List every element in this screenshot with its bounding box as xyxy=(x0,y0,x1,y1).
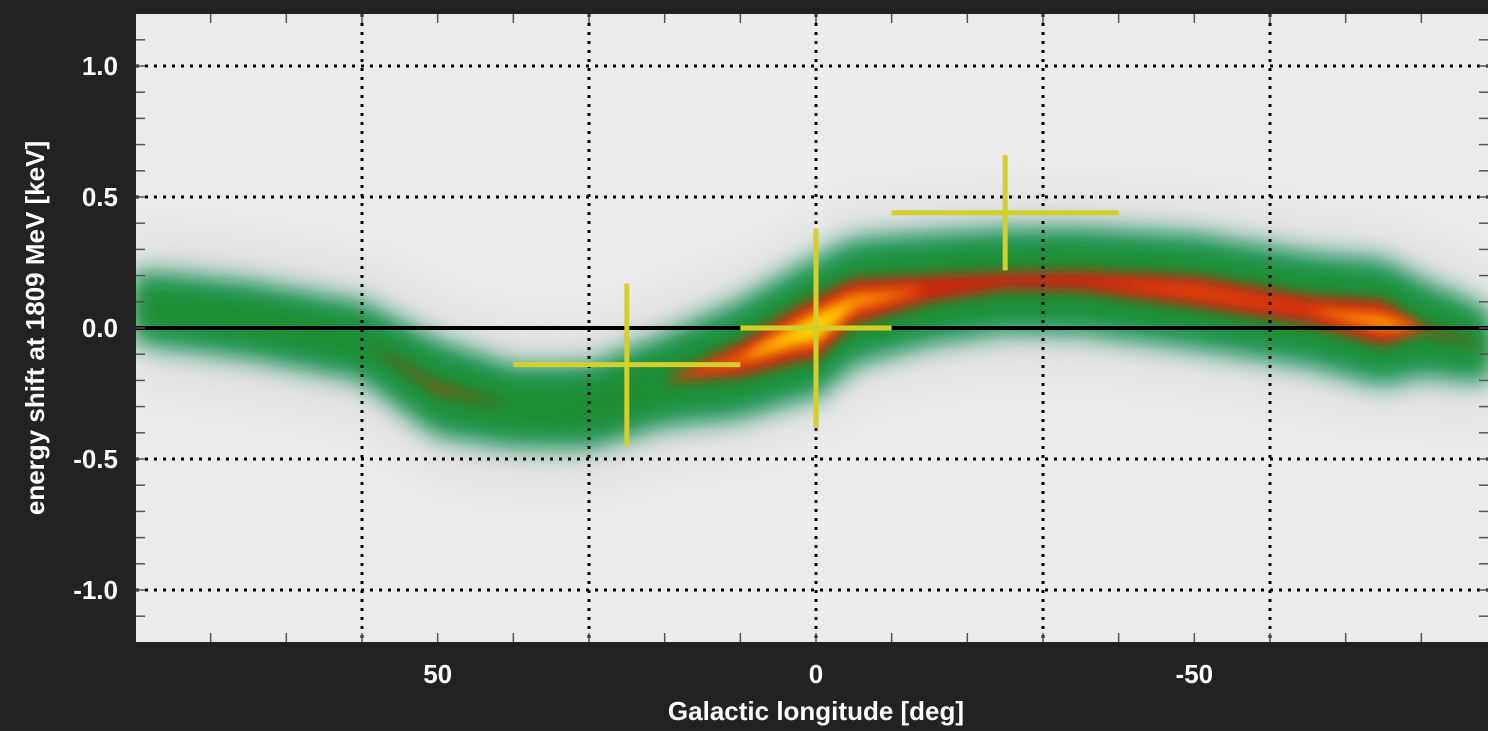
heat-segment xyxy=(248,293,362,369)
x-axis-title: Galactic longitude [deg] xyxy=(668,696,964,726)
heat-segment xyxy=(362,341,438,392)
heat-segment xyxy=(853,288,930,312)
heat-segment xyxy=(1194,289,1308,311)
y-tick-label: 0.5 xyxy=(82,182,118,212)
dotted-grid xyxy=(136,14,1488,642)
heat-segment xyxy=(1080,271,1195,307)
x-tick-label: 0 xyxy=(809,659,823,689)
heat-segment xyxy=(513,377,589,436)
heat-segment xyxy=(1421,325,1488,347)
heat-segment xyxy=(853,288,930,303)
heat-segment xyxy=(437,385,514,407)
heat-segment xyxy=(664,355,741,381)
heat-segment xyxy=(929,272,1006,302)
x-tick-label: -50 xyxy=(1176,659,1214,689)
axis-ticks xyxy=(136,14,1488,642)
y-tick-label: 1.0 xyxy=(82,51,118,81)
heat-segment xyxy=(1421,293,1488,372)
error-cross xyxy=(891,155,1119,271)
heat-segment xyxy=(1080,280,1195,294)
error-cross xyxy=(513,283,741,446)
y-tick-label: 0.0 xyxy=(82,313,118,343)
x-tick-label: 50 xyxy=(423,659,452,689)
heat-segment xyxy=(1005,271,1081,291)
plot-area xyxy=(136,14,1488,642)
heat-segment xyxy=(1307,309,1384,324)
heat-segment xyxy=(362,314,438,424)
y-tick-labels: 1.0 0.5 0.0 -0.5 -1.0 xyxy=(73,51,118,605)
error-crosses xyxy=(513,155,1119,446)
y-tick-label: -0.5 xyxy=(73,444,118,474)
x-tick-labels: 50 0 -50 xyxy=(423,659,1213,689)
y-axis-title: energy shift at 1809 MeV [keV] xyxy=(20,141,50,515)
y-tick-label: -1.0 xyxy=(73,575,118,605)
heat-segment xyxy=(437,353,514,436)
error-cross xyxy=(740,228,892,428)
heat-segment xyxy=(664,342,741,381)
heat-segment xyxy=(136,282,249,347)
heat-segment xyxy=(740,331,794,360)
